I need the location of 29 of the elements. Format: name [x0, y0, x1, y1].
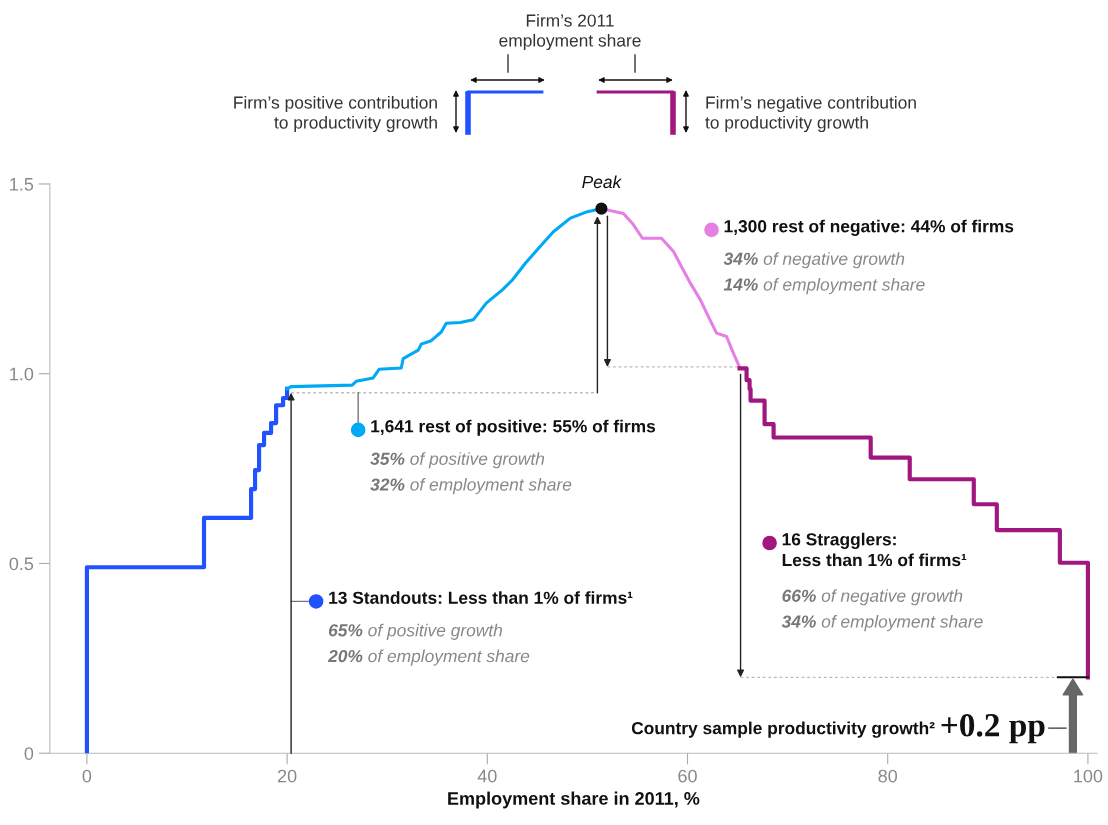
legend-label: 1,641 rest of positive: 55% of firms: [371, 419, 656, 436]
text: Firm’s negative contribution to productivity growth: [705, 95, 916, 133]
annotation: 34% of employment share: [781, 614, 983, 632]
legend-label: 16 Stragglers: Less than 1% of firms¹: [782, 532, 967, 567]
annotation: 35% of positive growth: [370, 452, 545, 469]
text: Firm’s positive contribution to productivity growth: [234, 95, 437, 133]
annotation: Country sample productivity growth²: [631, 721, 935, 738]
annotation: 66% of negative growth: [782, 589, 963, 606]
x-tick-label: 20: [277, 769, 297, 783]
y-tick-label: 0: [24, 747, 34, 760]
annotation: 14% of employment share: [723, 277, 925, 295]
x-tick-label: 40: [477, 769, 497, 783]
x-tick-label: 80: [878, 769, 898, 783]
y-tick-label: 1.0: [10, 367, 34, 381]
text: Firm’s 2011 employment share: [499, 13, 641, 51]
ref-line-label: +0.2 pp: [941, 714, 1045, 744]
x-tick-label: 100: [1074, 769, 1103, 783]
x-axis-title: Employment share in 2011, %: [448, 791, 700, 809]
y-tick-label: 1.5: [10, 178, 34, 191]
x-tick-label: 0: [82, 769, 92, 783]
annotation: 65% of positive growth: [328, 623, 503, 640]
y-tick-label: 0.5: [9, 557, 34, 571]
annotation: Peak: [582, 175, 622, 189]
annotation: 20% of employment share: [327, 649, 530, 666]
x-tick-label: 60: [678, 769, 697, 783]
annotation: 34% of negative growth: [723, 252, 905, 269]
legend-label: 13 Standouts: Less than 1% of firms¹: [329, 591, 633, 604]
annotation: 32% of employment share: [370, 477, 572, 495]
legend-label: 1,300 rest of negative: 44% of firms: [724, 219, 1014, 236]
